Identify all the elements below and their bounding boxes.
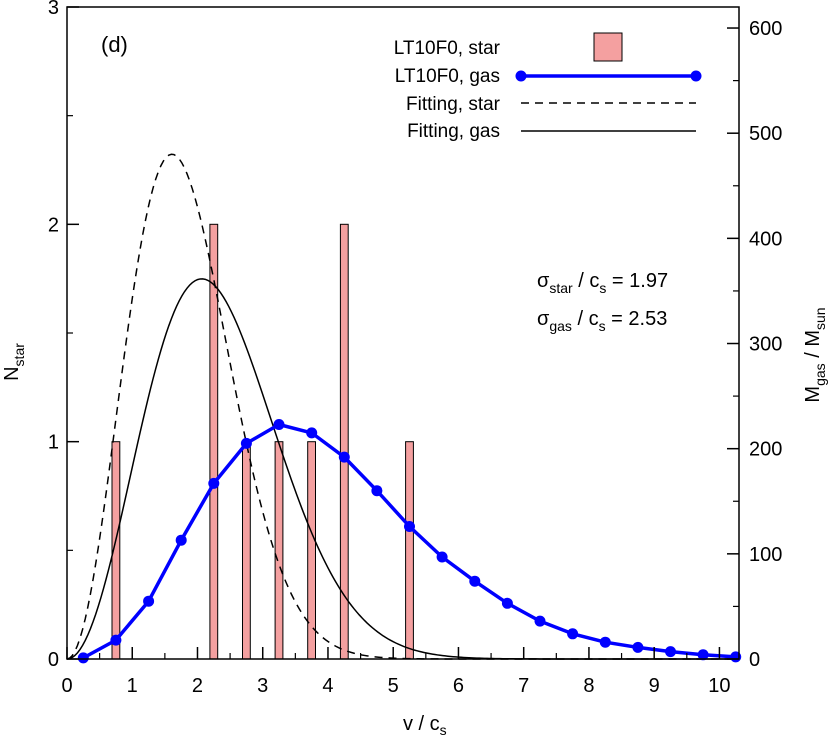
- y-left-tick-label-2: 2: [48, 214, 59, 236]
- x-tick-label-5: 5: [388, 675, 399, 697]
- x-tick-label-0: 0: [61, 675, 72, 697]
- annotation-sigma-star-sub2: s: [599, 280, 606, 296]
- gas-point-8: [338, 451, 350, 463]
- y-right-tick-label-100: 100: [749, 544, 782, 566]
- legend-label-star: LT10F0, star: [394, 38, 501, 59]
- fit-curves: [66, 153, 738, 660]
- x-tick-label-6: 6: [453, 675, 464, 697]
- annotation-sigma-star-mid: / c: [573, 270, 600, 292]
- star-bar-1: [209, 223, 219, 660]
- star-bar-5: [339, 223, 349, 660]
- gas-point-12: [469, 575, 481, 587]
- gas-series: [77, 419, 742, 664]
- plot-frame: [66, 6, 740, 660]
- annotation-sigma-star-value: = 1.97: [606, 270, 668, 292]
- x-tick-label-2: 2: [192, 675, 203, 697]
- gas-point-16: [599, 636, 611, 648]
- gas-point-4: [208, 477, 220, 489]
- x-tick-label-8: 8: [583, 675, 594, 697]
- gas-point-9: [371, 485, 383, 497]
- y-axis-left-title-sub: star: [11, 343, 27, 367]
- x-axis-title-main: v / c: [403, 713, 440, 735]
- gas-point-18: [665, 646, 676, 658]
- y-right-tick-label-600: 600: [749, 18, 782, 40]
- fit-gas-curve: [66, 278, 738, 660]
- legend-swatch-star: [593, 32, 623, 62]
- annotation-sigma-gas-sub: gas: [549, 318, 572, 334]
- annotation-sigma-star-sub: star: [549, 280, 573, 296]
- y-axis-left-title: Nstar: [1, 343, 27, 381]
- gas-point-5: [240, 437, 252, 449]
- annotation-sigma-gas: σgas / cs = 2.53: [537, 308, 667, 334]
- y-axis-right-title-sub1: gas: [812, 363, 828, 386]
- star-bar-3: [274, 441, 284, 660]
- y-axis-left-title-main: N: [1, 366, 23, 380]
- annotation-sigma-gas-sub2: s: [599, 318, 606, 334]
- gas-point-6: [273, 419, 285, 430]
- star-bar-6: [405, 441, 414, 660]
- legend: LT10F0, star LT10F0, gas Fitting, star F…: [394, 32, 702, 142]
- y-left-tick-label-0: 0: [48, 649, 59, 671]
- legend-marker-gas-left: [515, 70, 527, 82]
- star-bar-2: [242, 441, 251, 660]
- y-axis-right-title: Mgas / Msun: [802, 307, 828, 402]
- gas-point-13: [501, 597, 513, 609]
- y-axis-right-title-mid: / M: [802, 330, 824, 363]
- gas-point-3: [175, 534, 187, 546]
- gas-point-17: [632, 641, 644, 653]
- y-left-tick-label-3: 3: [48, 0, 59, 19]
- annotation-sigma-gas-mid: / c: [572, 308, 599, 330]
- x-tick-label-10: 10: [708, 675, 730, 697]
- gas-point-1: [110, 634, 122, 646]
- annotation-sigma-gas-sym: σ: [537, 308, 550, 330]
- gas-point-11: [436, 551, 448, 563]
- x-tick-label-3: 3: [257, 675, 268, 697]
- legend-marker-gas-right: [690, 70, 702, 82]
- y-right-tick-label-0: 0: [749, 649, 760, 671]
- gas-point-10: [404, 521, 415, 532]
- x-axis-title-sub: s: [440, 722, 447, 738]
- fit-star-curve: [66, 153, 738, 660]
- x-axis-title: v / cs: [403, 713, 447, 738]
- legend-label-fit-gas: Fitting, gas: [407, 121, 500, 142]
- annotation-sigma-star: σstar / cs = 1.97: [537, 270, 668, 296]
- legend-label-gas: LT10F0, gas: [395, 66, 500, 87]
- x-tick-label-7: 7: [518, 675, 529, 697]
- y-right-tick-label-300: 300: [749, 334, 782, 356]
- gas-point-2: [143, 595, 155, 607]
- y-right-tick-label-400: 400: [749, 228, 782, 250]
- star-bar-4: [307, 441, 317, 660]
- panel-label: (d): [101, 32, 128, 57]
- gas-point-0: [77, 652, 89, 664]
- y-right-tick-label-500: 500: [749, 123, 782, 145]
- y-axis-right-title-sub2: sun: [812, 307, 828, 330]
- y-right-tick-label-200: 200: [749, 439, 782, 461]
- x-tick-label-4: 4: [322, 675, 333, 697]
- y-left-tick-label-1: 1: [48, 432, 59, 454]
- legend-label-fit-star: Fitting, star: [406, 94, 501, 115]
- y-axis-right-title-main: M: [802, 386, 824, 403]
- x-tick-label-9: 9: [649, 675, 660, 697]
- gas-point-7: [306, 427, 318, 439]
- star-bars: [111, 223, 414, 660]
- gas-point-14: [534, 615, 546, 627]
- gas-point-15: [567, 628, 579, 640]
- gas-point-19: [697, 649, 709, 661]
- x-tick-label-1: 1: [127, 675, 138, 697]
- annotation-sigma-gas-value: = 2.53: [606, 308, 668, 330]
- annotation-sigma-star-sym: σ: [537, 270, 550, 292]
